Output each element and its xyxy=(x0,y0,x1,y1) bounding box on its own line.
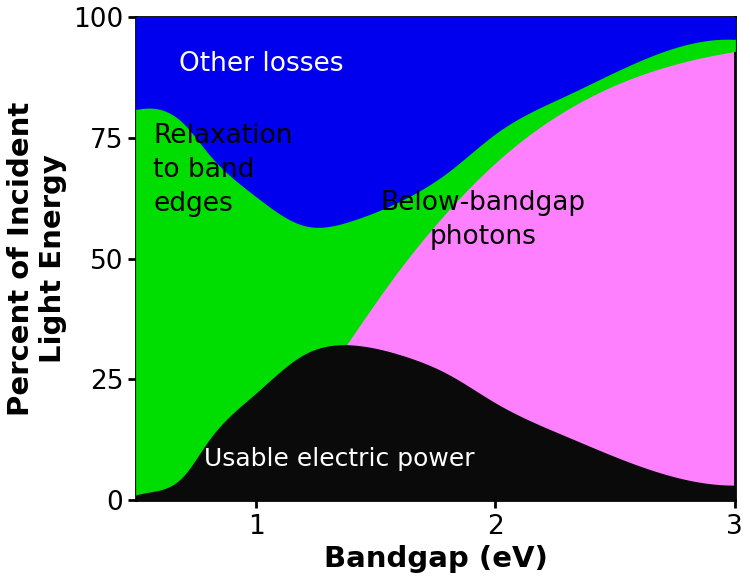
Text: Other losses: Other losses xyxy=(179,51,344,77)
Y-axis label: Percent of Incident
Light Energy: Percent of Incident Light Energy xyxy=(7,102,68,416)
Text: Usable electric power: Usable electric power xyxy=(205,447,475,472)
Text: Relaxation
to band
edges: Relaxation to band edges xyxy=(153,124,292,218)
Text: Below-bandgap
photons: Below-bandgap photons xyxy=(381,190,586,250)
X-axis label: Bandgap (eV): Bandgap (eV) xyxy=(323,545,548,573)
